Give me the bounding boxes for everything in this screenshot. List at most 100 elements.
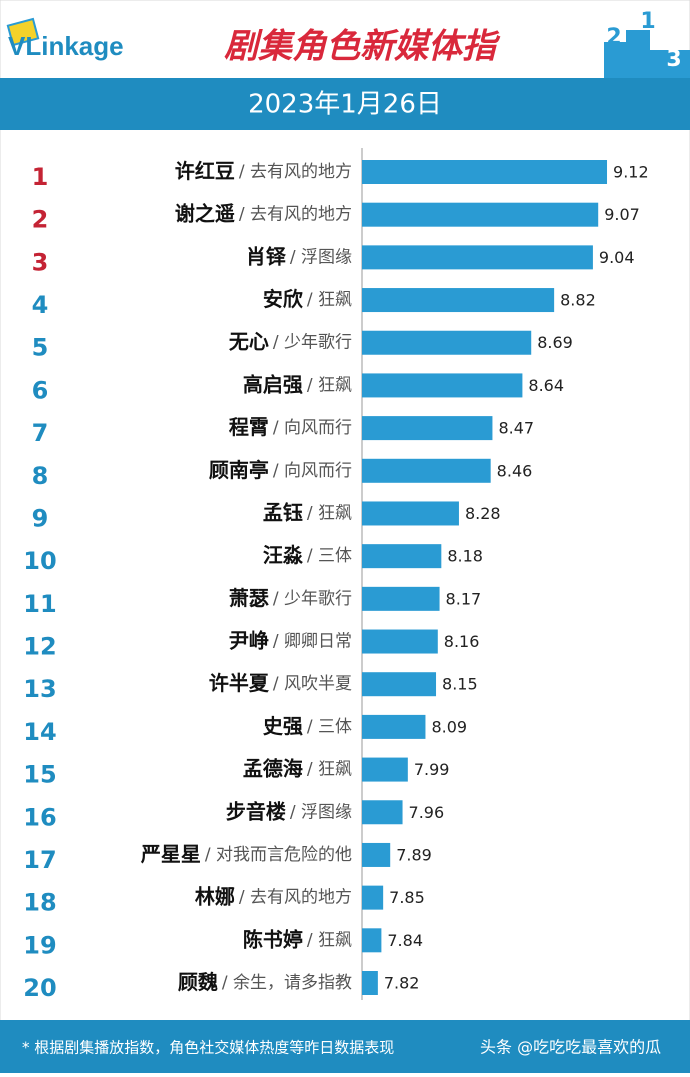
bar bbox=[362, 160, 608, 184]
rank: 20 bbox=[23, 974, 56, 1002]
show: / 余生，请多指教 bbox=[222, 973, 352, 993]
podium-block bbox=[604, 42, 626, 78]
rank: 5 bbox=[32, 334, 49, 362]
bar bbox=[362, 714, 426, 739]
row-label: 史强 / 三体 bbox=[263, 713, 352, 737]
value-label: 7.85 bbox=[389, 888, 425, 907]
show: / 少年歌行 bbox=[273, 333, 352, 353]
rank: 4 bbox=[32, 291, 49, 319]
show: / 浮图缘 bbox=[290, 247, 352, 267]
name: 无心 bbox=[229, 329, 269, 353]
name: 安欣 bbox=[263, 287, 303, 311]
value-label: 8.17 bbox=[446, 589, 482, 608]
name: 史强 bbox=[263, 713, 303, 737]
row-label: 步音楼 / 浮图缘 bbox=[226, 799, 352, 823]
value-label: 8.18 bbox=[447, 547, 483, 566]
name: 谢之遥 bbox=[175, 201, 235, 225]
bar bbox=[362, 586, 440, 611]
row-label: 安欣 / 狂飙 bbox=[263, 287, 352, 311]
value-label: 7.84 bbox=[387, 931, 423, 950]
name: 步音楼 bbox=[226, 799, 286, 823]
brand: VLinkage bbox=[8, 31, 124, 61]
value-label: 7.99 bbox=[414, 760, 450, 779]
row-label: 萧瑟 / 少年歌行 bbox=[229, 585, 352, 609]
show: / 狂飙 bbox=[307, 760, 352, 780]
bar bbox=[362, 202, 599, 227]
show: / 三体 bbox=[307, 546, 352, 566]
row-label: 陈书婷 / 狂飙 bbox=[243, 927, 352, 951]
bar bbox=[362, 757, 408, 782]
rank: 12 bbox=[23, 633, 56, 661]
rank: 15 bbox=[23, 761, 56, 789]
name: 许半夏 bbox=[209, 671, 270, 695]
value-label: 8.47 bbox=[498, 419, 534, 438]
chart-title: 剧集角色新媒体指 bbox=[224, 27, 501, 67]
name: 林娜 bbox=[195, 884, 235, 908]
value-label: 9.04 bbox=[599, 248, 635, 267]
bar bbox=[362, 245, 593, 270]
row-label: 顾南亭 / 向风而行 bbox=[209, 457, 352, 481]
name: 尹峥 bbox=[229, 628, 269, 652]
bar bbox=[362, 501, 459, 526]
row-label: 许半夏 / 风吹半夏 bbox=[209, 671, 352, 695]
name: 顾南亭 bbox=[209, 457, 269, 481]
row-label: 孟钰 / 狂飙 bbox=[263, 500, 352, 524]
bar bbox=[362, 885, 384, 910]
show: / 去有风的地方 bbox=[239, 162, 352, 182]
podium-label: 3 bbox=[666, 47, 681, 72]
show: / 向风而行 bbox=[273, 461, 352, 481]
rank: 17 bbox=[23, 846, 56, 874]
name: 陈书婷 bbox=[243, 927, 303, 951]
show: / 狂飙 bbox=[307, 503, 352, 523]
bar bbox=[362, 373, 523, 398]
footer bbox=[0, 1020, 690, 1073]
rank: 7 bbox=[32, 419, 49, 447]
value-label: 8.46 bbox=[497, 461, 533, 480]
name: 孟德海 bbox=[243, 756, 303, 780]
show: / 浮图缘 bbox=[290, 802, 352, 822]
bar bbox=[362, 416, 493, 441]
date-banner bbox=[0, 78, 690, 130]
name: 肖铎 bbox=[246, 244, 287, 268]
rank: 10 bbox=[23, 547, 56, 575]
value-label: 8.28 bbox=[465, 504, 501, 523]
show: / 卿卿日常 bbox=[273, 632, 352, 652]
show: / 狂飙 bbox=[307, 930, 352, 950]
rank: 6 bbox=[32, 376, 49, 404]
value-label: 9.07 bbox=[604, 205, 640, 224]
logo-icon bbox=[6, 17, 40, 47]
rank: 2 bbox=[32, 206, 49, 234]
rank: 13 bbox=[23, 675, 56, 703]
row-label: 无心 / 少年歌行 bbox=[229, 329, 352, 353]
bar bbox=[362, 672, 437, 697]
name: 萧瑟 bbox=[229, 585, 269, 609]
bar bbox=[362, 971, 378, 995]
bar bbox=[362, 544, 442, 569]
row-label: 孟德海 / 狂飙 bbox=[243, 756, 352, 780]
bar bbox=[362, 842, 391, 867]
rank: 9 bbox=[32, 504, 49, 532]
rank: 16 bbox=[23, 803, 56, 831]
podium-label: 1 bbox=[640, 9, 655, 34]
podium-label: 2 bbox=[606, 25, 621, 50]
row-label: 谢之遥 / 去有风的地方 bbox=[175, 201, 352, 225]
row-label: 顾魏 / 余生，请多指教 bbox=[178, 970, 352, 994]
value-label: 9.12 bbox=[613, 163, 649, 182]
value-label: 8.15 bbox=[442, 675, 478, 694]
rank: 18 bbox=[23, 889, 56, 917]
row-label: 高启强 / 狂飙 bbox=[243, 372, 352, 396]
rank: 8 bbox=[32, 462, 49, 490]
bar bbox=[362, 330, 532, 355]
bar bbox=[362, 458, 491, 483]
row-label: 肖铎 / 浮图缘 bbox=[246, 244, 352, 268]
name: 高启强 bbox=[243, 372, 303, 396]
watermark: 头条 @吃吃吃最喜欢的瓜 bbox=[480, 1038, 661, 1057]
value-label: 7.89 bbox=[396, 845, 432, 864]
name: 严星星 bbox=[140, 841, 201, 865]
value-label: 8.16 bbox=[444, 632, 480, 651]
name: 孟钰 bbox=[263, 500, 303, 524]
subtitle: 2023年1月26日 bbox=[248, 90, 442, 120]
row-label: 严星星 / 对我而言危险的他 bbox=[140, 841, 352, 865]
podium: 2 1 3 bbox=[604, 9, 690, 78]
